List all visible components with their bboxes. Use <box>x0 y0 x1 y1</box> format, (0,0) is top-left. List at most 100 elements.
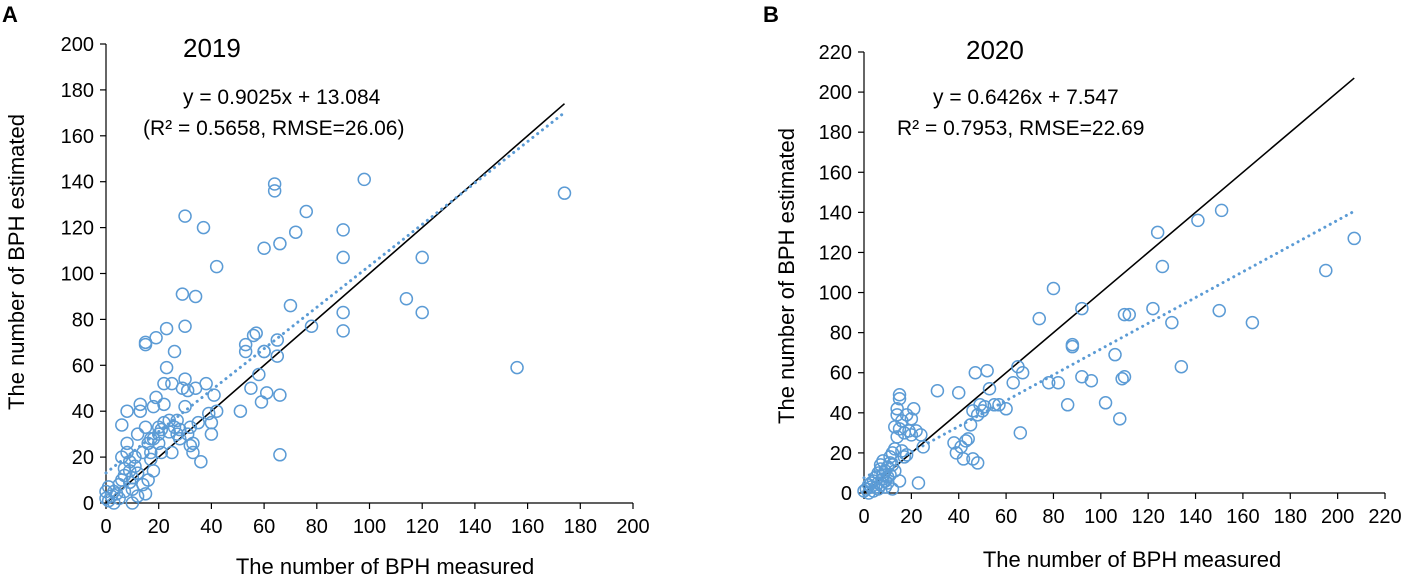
panel-b-y-tick-label: 120 <box>819 242 852 264</box>
panel-a-x-axis-title: The number of BPH measured <box>236 554 534 576</box>
panel-a-y-tick-label: 200 <box>61 34 94 56</box>
panel-a-data-point <box>179 210 191 222</box>
panel-b-x-tick-label: 120 <box>1131 506 1164 528</box>
panel-b-y-tick-label: 220 <box>819 42 852 64</box>
panel-a-data-point <box>337 307 349 319</box>
panel-a-x-tick-label: 120 <box>406 516 439 538</box>
panel-a-chart: A 2019 y = 0.9025x + 13.084 (R² = 0.5658… <box>2 2 650 576</box>
panel-a-data-point <box>245 382 257 394</box>
panel-b-y-tick-label: 40 <box>830 403 852 425</box>
panel-b-x-tick-label: 180 <box>1274 506 1307 528</box>
panel-b-x-tick-label: 140 <box>1179 506 1212 528</box>
panel-a-data-point <box>274 389 286 401</box>
panel-a-x-tick-label: 60 <box>253 516 275 538</box>
panel-b-data-point <box>1156 260 1168 272</box>
panel-b-data-point <box>1000 403 1012 415</box>
panel-b-stats: R² = 0.7953, RMSE=22.69 <box>897 117 1144 140</box>
panel-a-y-tick-label: 140 <box>61 172 94 194</box>
panel-b-x-tick-label: 160 <box>1226 506 1259 528</box>
panel-a-data-point <box>258 242 270 254</box>
panel-b-y-tick-label: 20 <box>830 443 852 465</box>
panel-b-y-tick-label: 180 <box>819 122 852 144</box>
panel-b-x-tick-label: 100 <box>1084 506 1117 528</box>
panel-b-data-point <box>981 365 993 377</box>
panel-b-data-point <box>1152 226 1164 238</box>
panel-a-data-point <box>132 428 144 440</box>
panel-a-data-point <box>197 222 209 234</box>
panel-b-data-point <box>1246 317 1258 329</box>
panel-b-data-point <box>1062 399 1074 411</box>
panel-a-y-tick-label: 20 <box>72 447 94 469</box>
panel-a-data-point <box>306 320 318 332</box>
panel-a-data-point <box>271 350 283 362</box>
panel-a-y-tick-label: 40 <box>72 401 94 423</box>
panel-a-y-tick-label: 0 <box>83 493 94 515</box>
panel-b-x-tick-label: 200 <box>1321 506 1354 528</box>
panel-b-x-tick-label: 80 <box>1042 506 1064 528</box>
panel-a-data-point <box>269 185 281 197</box>
panel-b-data-point <box>1166 317 1178 329</box>
panel-a-x-tick-label: 0 <box>100 516 111 538</box>
panel-b-data-point <box>1348 232 1360 244</box>
panel-a-data-point <box>140 421 152 433</box>
panel-a-data-point <box>416 251 428 263</box>
panel-a-data-point <box>179 401 191 413</box>
panel-a-y-axis-title: The number of BPH estimated <box>4 114 29 410</box>
panel-a-data-point <box>147 465 159 477</box>
panel-b-data-point <box>1114 413 1126 425</box>
panel-b-trend-line <box>864 211 1354 478</box>
panel-a-data-point <box>150 332 162 344</box>
panel-a-data-point <box>511 362 523 374</box>
panel-a-data-point <box>190 290 202 302</box>
panel-a-data-point <box>208 389 220 401</box>
panel-b-y-tick-label: 100 <box>819 283 852 305</box>
panel-a-data-point <box>416 307 428 319</box>
panel-a-data-point <box>234 405 246 417</box>
panel-a-data-point <box>169 346 181 358</box>
panel-b-y-tick-label: 80 <box>830 323 852 345</box>
panel-b-y-tick-label: 160 <box>819 162 852 184</box>
panel-a-data-point <box>134 398 146 410</box>
panel-b-data-point <box>912 477 924 489</box>
panel-a-y-tick-label: 160 <box>61 126 94 148</box>
panel-b-data-point <box>1192 214 1204 226</box>
panel-a-data-point <box>179 320 191 332</box>
panel-a-x-tick-label: 100 <box>353 516 386 538</box>
panel-a-data-point <box>134 405 146 417</box>
panel-b-title: 2020 <box>966 35 1024 65</box>
panel-b-data-point <box>969 367 981 379</box>
panel-b-x-tick-label: 40 <box>948 506 970 528</box>
panel-b-y-tick-label: 200 <box>819 82 852 104</box>
panel-b-data-point <box>953 387 965 399</box>
panel-b-x-tick-label: 0 <box>858 506 869 528</box>
panel-a-data-point <box>121 437 133 449</box>
panel-b-data-point <box>931 385 943 397</box>
panel-a-data-point <box>400 293 412 305</box>
panel-b-data-point <box>1320 264 1332 276</box>
panel-a-data-point <box>337 325 349 337</box>
panel-a-data-point <box>269 178 281 190</box>
panel-b-data-point <box>1047 283 1059 295</box>
panel-a-data-point <box>261 387 273 399</box>
panel-a-data-point <box>300 206 312 218</box>
panel-a-x-tick-label: 80 <box>306 516 328 538</box>
panel-b-y-axis-title: The number of BPH estimated <box>774 128 799 424</box>
panel-b-data-point <box>894 475 906 487</box>
panel-b-chart: B 2020 y = 0.6426x + 7.547 R² = 0.7953, … <box>763 2 1402 572</box>
panel-a-data-point <box>358 173 370 185</box>
panel-b-data-point <box>1175 361 1187 373</box>
panel-b-data-point <box>1033 313 1045 325</box>
panel-b-identity-line <box>864 78 1354 493</box>
panel-b-x-axis-title: The number of BPH measured <box>983 547 1281 572</box>
panel-a-x-tick-label: 20 <box>148 516 170 538</box>
panel-a-data-point <box>176 288 188 300</box>
panel-a-data-point <box>250 327 262 339</box>
panel-a-data-point <box>121 405 133 417</box>
panel-a-data-point <box>161 362 173 374</box>
panel-a-data-point <box>274 449 286 461</box>
panel-a-data-point <box>211 261 223 273</box>
panel-a-x-tick-label: 140 <box>458 516 491 538</box>
panel-a-data-point <box>290 226 302 238</box>
figure: A 2019 y = 0.9025x + 13.084 (R² = 0.5658… <box>0 0 1418 576</box>
panel-a-data-point <box>558 187 570 199</box>
